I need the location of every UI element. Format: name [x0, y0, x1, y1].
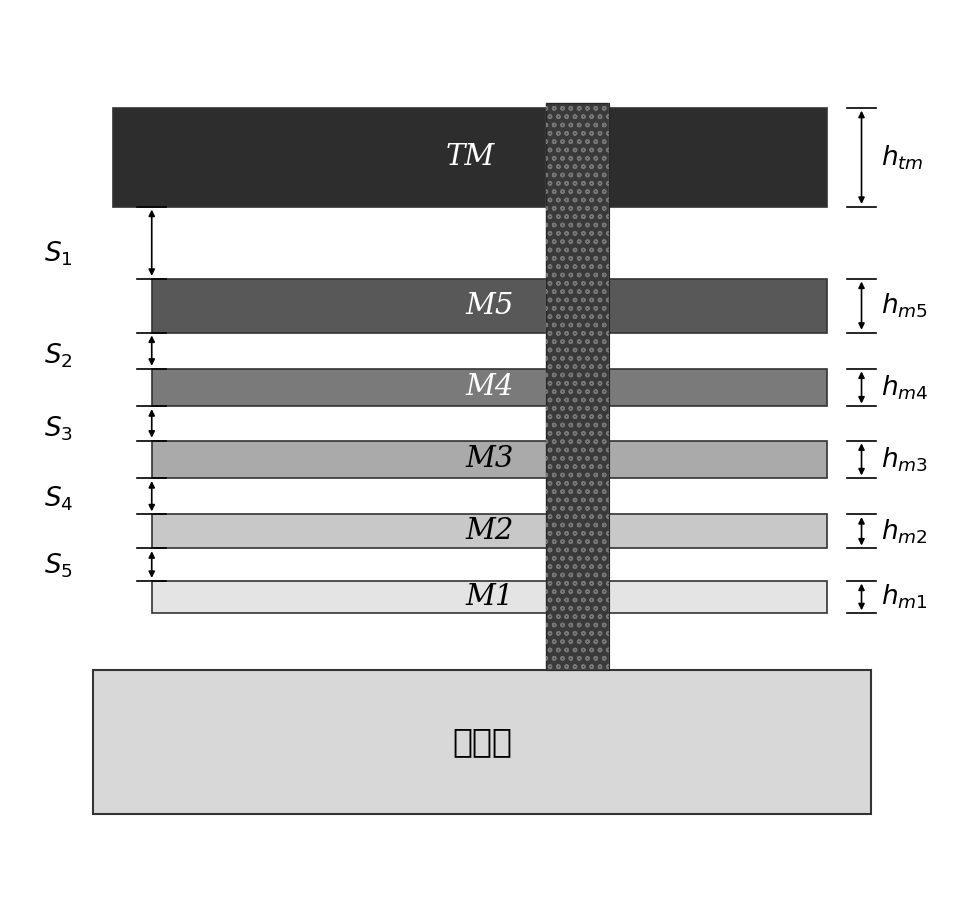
Text: TM: TM	[445, 143, 494, 172]
Text: M1: M1	[465, 583, 513, 611]
Text: $h_{{tm}}$: $h_{{tm}}$	[880, 143, 923, 172]
Text: $S_3$: $S_3$	[44, 414, 73, 443]
Text: $h_{{m3}}$: $h_{{m3}}$	[880, 445, 927, 474]
Bar	[152, 279, 826, 333]
Bar	[152, 514, 826, 548]
Text: $h_{{m2}}$: $h_{{m2}}$	[880, 517, 927, 546]
Text: M4: M4	[465, 373, 513, 402]
Bar	[93, 670, 870, 814]
Text: 硬基底: 硬基底	[452, 725, 511, 758]
Bar	[152, 581, 826, 613]
Bar	[546, 103, 608, 670]
Bar	[152, 369, 826, 406]
Text: M2: M2	[465, 517, 513, 546]
Text: $S_4$: $S_4$	[44, 485, 73, 513]
Text: M5: M5	[465, 291, 513, 320]
Text: $h_{{m4}}$: $h_{{m4}}$	[880, 373, 927, 402]
Bar	[112, 108, 826, 207]
Text: $h_{{m5}}$: $h_{{m5}}$	[880, 291, 927, 320]
Text: $S_5$: $S_5$	[44, 551, 73, 580]
Text: $S_1$: $S_1$	[44, 239, 73, 268]
Text: M3: M3	[465, 445, 513, 474]
Bar	[152, 441, 826, 478]
Text: $S_2$: $S_2$	[44, 342, 73, 370]
Bar	[546, 103, 608, 670]
Text: $h_{{m1}}$: $h_{{m1}}$	[880, 583, 927, 611]
